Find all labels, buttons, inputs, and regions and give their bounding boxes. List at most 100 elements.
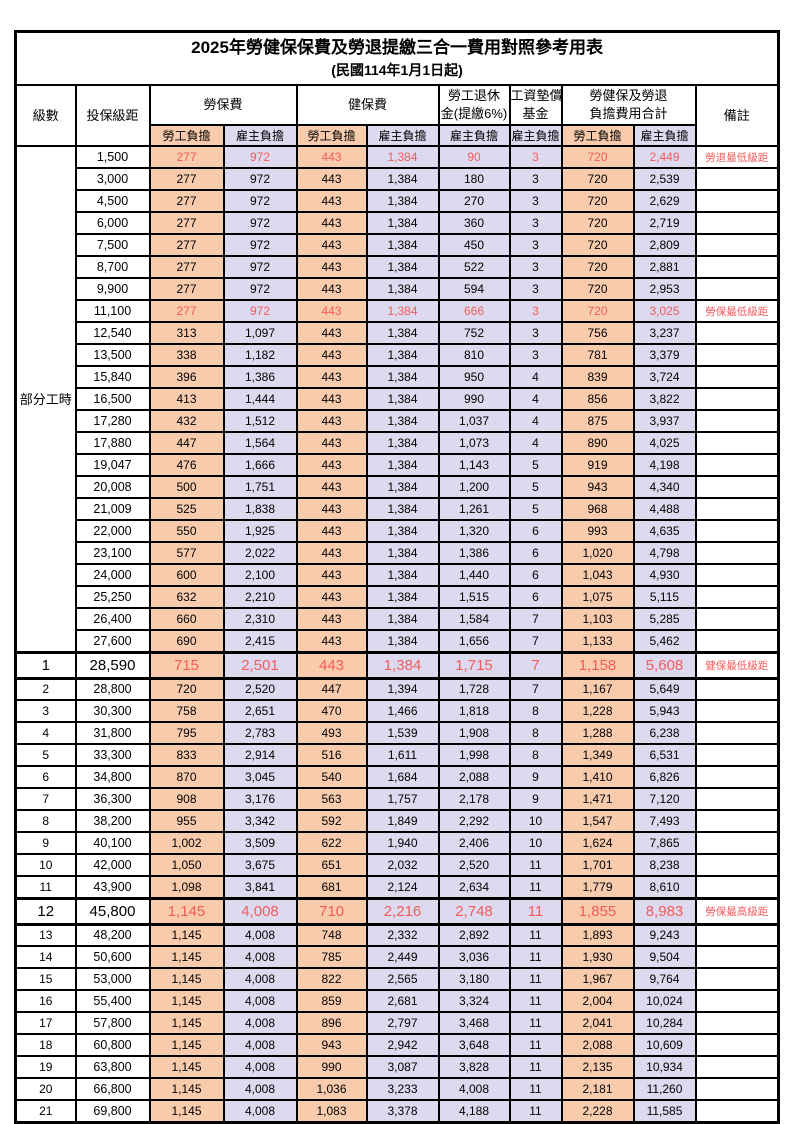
cell-remark: 勞保最高級距: [694, 896, 780, 926]
cell-health-employer: 2,681: [365, 989, 440, 1013]
cell-total-employee: 1,624: [560, 831, 635, 855]
cell-health-employee: 1,036: [295, 1077, 368, 1101]
cell-level: 15: [14, 967, 77, 991]
cell-health-employee: 710: [295, 896, 368, 926]
cell-level: 12: [14, 896, 77, 926]
cell-health-employer: 1,384: [365, 321, 440, 345]
table-row: 9,900 277 972 443 1,384 594 3 720 2,953: [16, 277, 780, 301]
cell-pension-employer: 2,292: [437, 809, 511, 833]
cell-labor-employer: 3,675: [222, 853, 298, 877]
cell-labor-employer: 1,097: [222, 321, 298, 345]
cell-labor-employee: 550: [148, 519, 225, 543]
cell-health-employee: 651: [295, 853, 368, 877]
cell-labor-employer: 4,008: [222, 945, 298, 969]
cell-health-employee: 748: [295, 923, 368, 947]
cell-health-employer: 1,384: [365, 233, 440, 257]
cell-labor-employer: 1,512: [222, 409, 298, 433]
cell-wage-fund-employer: 7: [508, 650, 563, 680]
cell-remark: [694, 721, 780, 745]
cell-wage-fund-employer: 7: [508, 677, 563, 701]
cell-wage-fund-employer: 3: [508, 145, 563, 169]
sub-header-row: 勞工負擔 雇主負擔 勞工負擔 雇主負擔 雇主負擔 雇主負擔 勞工負擔 雇主負擔: [16, 124, 779, 147]
cell-salary-bracket: 16,500: [74, 387, 151, 411]
cell-total-employer: 2,953: [632, 277, 697, 301]
cell-labor-employee: 870: [148, 765, 225, 789]
cell-total-employer: 7,493: [632, 809, 697, 833]
cell-total-employer: 2,719: [632, 211, 697, 235]
cell-labor-employer: 1,444: [222, 387, 298, 411]
cell-salary-bracket: 17,280: [74, 409, 151, 433]
cell-wage-fund-employer: 3: [508, 167, 563, 191]
table-row: 21,009 525 1,838 443 1,384 1,261 5 968 4,488: [16, 497, 780, 521]
cell-health-employer: 1,611: [365, 743, 440, 767]
cell-labor-employee: 1,145: [148, 1099, 225, 1123]
cell-remark: [694, 875, 780, 899]
cell-health-employer: 1,384: [365, 277, 440, 301]
cell-pension-employer: 90: [437, 145, 511, 169]
table-row: 11,100 277 972 443 1,384 666 3 720 3,025 勞保最低級距: [16, 299, 780, 323]
cell-health-employer: 1,539: [365, 721, 440, 745]
cell-labor-employer: 972: [222, 167, 298, 191]
cell-total-employee: 720: [560, 189, 635, 213]
subheader-labor-employee: 勞工負擔: [148, 124, 225, 147]
cell-pension-employer: 990: [437, 387, 511, 411]
cell-total-employer: 10,024: [632, 989, 697, 1013]
cell-pension-employer: 666: [437, 299, 511, 323]
cell-health-employer: 1,384: [365, 145, 440, 169]
cell-total-employer: 4,025: [632, 431, 697, 455]
cell-labor-employee: 1,145: [148, 1055, 225, 1079]
cell-total-employer: 2,449: [632, 145, 697, 169]
cell-health-employer: 1,849: [365, 809, 440, 833]
table-row: 12,540 313 1,097 443 1,384 752 3 756 3,237: [16, 321, 780, 345]
cell-remark: [694, 475, 780, 499]
cell-pension-employer: 3,828: [437, 1055, 511, 1079]
cell-total-employee: 2,088: [560, 1033, 635, 1057]
cell-pension-employer: 1,715: [437, 650, 511, 680]
table-row: 10 42,000 1,050 3,675 651 2,032 2,520 11 1,701 8,…: [14, 853, 780, 877]
cell-labor-employee: 955: [148, 809, 225, 833]
cell-labor-employer: 2,651: [222, 699, 298, 723]
table-row: 19 63,800 1,145 4,008 990 3,087 3,828 11 2,135 10…: [14, 1055, 780, 1079]
table-row: 1 28,590 715 2,501 443 1,384 1,715 7 1,158 5,608 健…: [14, 650, 780, 680]
cell-total-employee: 1,471: [560, 787, 635, 811]
cell-health-employer: 2,216: [365, 896, 440, 926]
title-row: 2025年勞健保保費及勞退提繳三合一費用對照參考用表 (民國114年1月1日起): [14, 30, 780, 86]
cell-salary-bracket: 28,800: [74, 677, 151, 701]
cell-total-employee: 1,701: [560, 853, 635, 877]
cell-health-employee: 443: [295, 387, 368, 411]
table-row: 7,500 277 972 443 1,384 450 3 720 2,809: [16, 233, 780, 257]
cell-salary-bracket: 36,300: [74, 787, 151, 811]
cell-salary-bracket: 15,840: [74, 365, 151, 389]
cell-total-employee: 943: [560, 475, 635, 499]
cell-labor-employee: 1,145: [148, 1077, 225, 1101]
cell-wage-fund-employer: 4: [508, 409, 563, 433]
cell-pension-employer: 1,073: [437, 431, 511, 455]
cell-salary-bracket: 34,800: [74, 765, 151, 789]
cell-salary-bracket: 17,880: [74, 431, 151, 455]
cell-labor-employee: 476: [148, 453, 225, 477]
cell-labor-employee: 690: [148, 629, 225, 653]
cell-health-employer: 2,565: [365, 967, 440, 991]
cell-labor-employee: 338: [148, 343, 225, 367]
cell-salary-bracket: 31,800: [74, 721, 151, 745]
cell-health-employee: 443: [295, 365, 368, 389]
table-header: 2025年勞健保保費及勞退提繳三合一費用對照參考用表 (民國114年1月1日起)…: [14, 30, 780, 147]
cell-remark: [694, 1077, 780, 1101]
col-group-total: 勞健保及勞退 負擔費用合計: [560, 84, 697, 126]
cell-pension-employer: 810: [437, 343, 511, 367]
cell-labor-employer: 2,210: [222, 585, 298, 609]
cell-remark: [694, 809, 780, 833]
cell-health-employee: 859: [295, 989, 368, 1013]
cell-total-employer: 3,822: [632, 387, 697, 411]
group-header-row: 級數 投保級距 勞保費 健保費 勞工退休 金(提繳6%) 工資墊償 基金 勞健保及勞…: [14, 84, 780, 147]
cell-health-employee: 592: [295, 809, 368, 833]
cell-salary-bracket: 22,000: [74, 519, 151, 543]
cell-total-employer: 7,865: [632, 831, 697, 855]
cell-total-employer: 3,937: [632, 409, 697, 433]
cell-total-employee: 756: [560, 321, 635, 345]
table-row: 2 28,800 720 2,520 447 1,394 1,728 7 1,167 5,649: [14, 677, 780, 701]
cell-total-employer: 8,983: [632, 896, 697, 926]
cell-level: 7: [14, 787, 77, 811]
table-row: 14 50,600 1,145 4,008 785 2,449 3,036 11 1,930 9,…: [14, 945, 780, 969]
cell-health-employee: 681: [295, 875, 368, 899]
